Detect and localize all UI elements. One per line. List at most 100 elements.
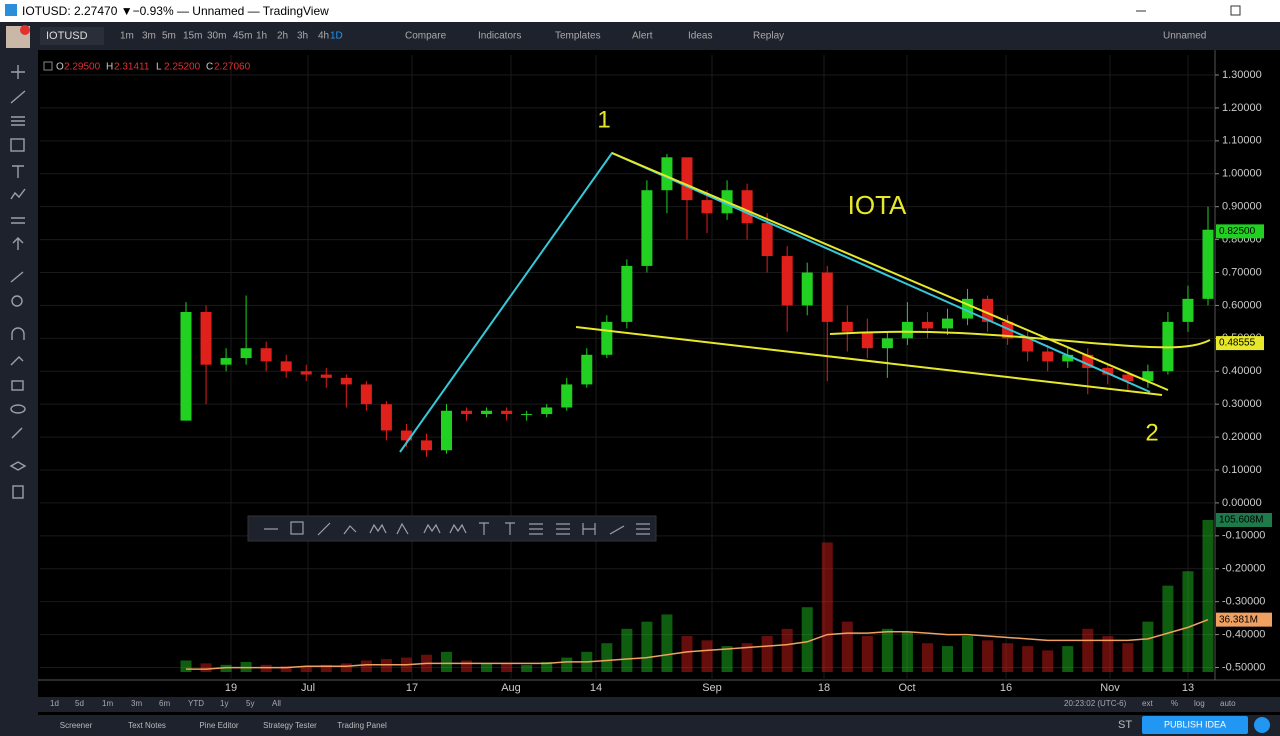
axis-option[interactable]: log: [1194, 699, 1205, 708]
bottom-tab[interactable]: Strategy Tester: [263, 721, 317, 730]
x-tick-label: Aug: [501, 682, 521, 694]
bottom-tab[interactable]: Trading Panel: [337, 721, 387, 730]
toolbar: [0, 22, 1280, 50]
candle-body: [280, 361, 292, 372]
interval[interactable]: 1h: [256, 31, 267, 42]
interval[interactable]: 30m: [207, 31, 226, 42]
symbol-box[interactable]: [40, 27, 104, 45]
publish-button[interactable]: [1142, 716, 1248, 734]
bottom-tab[interactable]: Text Notes: [128, 721, 166, 730]
left-toolbar: [0, 50, 38, 715]
legend-icon: [43, 61, 53, 71]
layout-name[interactable]: Unnamed: [1163, 31, 1206, 42]
range-button[interactable]: 5d: [75, 699, 84, 708]
axis-option[interactable]: %: [1171, 699, 1178, 708]
trend-line[interactable]: [611, 152, 1169, 391]
price-label: 0.82500: [1219, 226, 1256, 237]
volume-bar: [1122, 643, 1134, 672]
volume-bar: [200, 663, 212, 672]
interval[interactable]: 2h: [277, 31, 288, 42]
y-tick-label: 0.60000: [1222, 299, 1262, 311]
range-button[interactable]: 1m: [102, 699, 113, 708]
floating-tools[interactable]: [264, 521, 650, 536]
interval[interactable]: 3h: [297, 31, 308, 42]
play-button[interactable]: [1254, 717, 1270, 733]
candle-body: [501, 410, 513, 415]
interval[interactable]: 1m: [120, 31, 134, 42]
volume-bar: [761, 636, 773, 672]
candle-body: [901, 321, 913, 339]
candle-body: [601, 321, 613, 355]
volume-bar: [921, 643, 933, 672]
interval[interactable]: 5m: [162, 31, 176, 42]
toolbar-button[interactable]: Compare: [405, 31, 447, 42]
publish-label[interactable]: PUBLISH IDEA: [1164, 719, 1226, 729]
volume-bar: [340, 663, 352, 672]
toolbar-button[interactable]: Replay: [753, 31, 784, 42]
bottom-tab[interactable]: Screener: [60, 721, 93, 730]
toolbar-button[interactable]: Alert: [632, 31, 653, 42]
volume-bar: [1042, 650, 1054, 672]
range-button[interactable]: 1d: [50, 699, 59, 708]
bottom-tab[interactable]: Pine Editor: [199, 721, 238, 730]
volume-bar: [320, 664, 332, 672]
volume-bar: [801, 607, 813, 672]
candle-body: [340, 377, 352, 385]
candle-body: [1022, 338, 1034, 352]
interval[interactable]: 15m: [183, 31, 202, 42]
drawing-tools[interactable]: [9, 65, 27, 499]
candle-body: [400, 430, 412, 441]
y-tick-label: 0.90000: [1222, 201, 1262, 213]
volume-bar: [180, 660, 192, 672]
window-controls[interactable]: [1136, 5, 1241, 16]
candle-body: [300, 371, 312, 375]
price-axis[interactable]: [1215, 50, 1280, 680]
range-button[interactable]: 1y: [220, 699, 228, 708]
volume-bar: [1082, 628, 1094, 672]
symbol[interactable]: IOTUSD: [46, 30, 88, 42]
volume-bar: [621, 628, 633, 672]
st-button[interactable]: ST: [1118, 719, 1132, 731]
range-button[interactable]: 6m: [159, 699, 170, 708]
volume-bar: [481, 663, 493, 672]
volume-bar: [941, 646, 954, 672]
interval[interactable]: 1D: [330, 31, 343, 42]
candle-body: [962, 298, 974, 319]
volume-bar: [1022, 646, 1034, 672]
volume-label: 105.608M: [1219, 515, 1263, 526]
range-button[interactable]: 5y: [246, 699, 254, 708]
x-tick-label: Nov: [1100, 682, 1120, 694]
volume-ma: [186, 618, 1209, 670]
interval[interactable]: 4h: [318, 31, 329, 42]
x-tick-label: Jul: [301, 682, 315, 694]
candle-body: [741, 190, 753, 224]
axis-option[interactable]: ext: [1142, 699, 1153, 708]
interval[interactable]: 3m: [142, 31, 156, 42]
candle-body: [841, 321, 853, 332]
candle-body: [1182, 298, 1194, 322]
app-icon: [5, 4, 17, 16]
candle-body: [541, 407, 553, 415]
candle-body: [240, 348, 252, 359]
candle-body: [1202, 229, 1214, 299]
y-tick-label: 1.30000: [1222, 69, 1262, 81]
toolbar-button[interactable]: Indicators: [478, 31, 521, 42]
bottom-panel: [0, 715, 1280, 736]
price-label: 0.48555: [1219, 338, 1256, 349]
interval[interactable]: 45m: [233, 31, 252, 42]
range-button[interactable]: YTD: [188, 699, 204, 708]
range-button[interactable]: 3m: [131, 699, 142, 708]
price-label-bg: [1216, 224, 1264, 239]
trend-drawings[interactable]: [399, 151, 1211, 453]
volume-bar: [721, 646, 733, 672]
chart-pane[interactable]: [38, 50, 1215, 680]
range-button[interactable]: All: [272, 699, 281, 708]
candle-body: [801, 272, 813, 306]
candle-body: [781, 256, 793, 306]
toolbar-button[interactable]: Ideas: [688, 31, 712, 42]
trend-line[interactable]: [575, 326, 1163, 396]
toolbar-button[interactable]: Templates: [555, 31, 601, 42]
axis-option[interactable]: auto: [1220, 699, 1236, 708]
candle-body: [641, 190, 653, 266]
candle-body: [180, 312, 192, 421]
